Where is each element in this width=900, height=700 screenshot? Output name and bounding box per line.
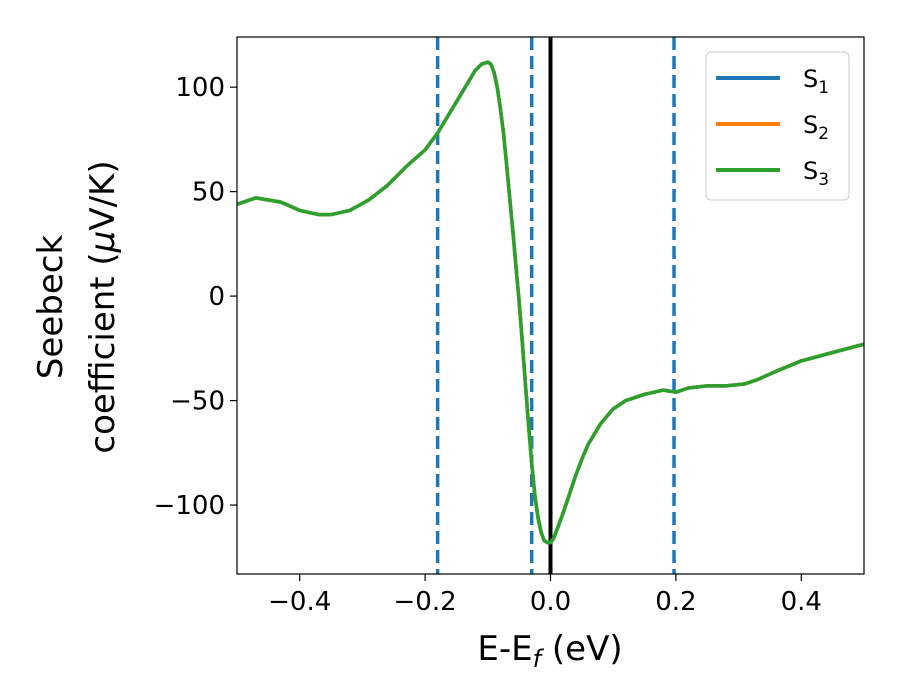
y-axis-label: Seebeck coefficient (μV/K)	[31, 160, 123, 453]
legend-label-s3: S3	[803, 157, 829, 190]
y-axis-label-line2: coefficient (μV/K)	[83, 160, 123, 453]
legend: S1 S2 S3	[705, 51, 850, 201]
x-tick-label: 0.4	[781, 587, 822, 617]
x-axis-label: E-Ef (eV)	[477, 629, 622, 673]
y-tick-label: 50	[192, 178, 225, 208]
x-tick-label: −0.4	[268, 587, 331, 617]
y-tick-label: 0	[208, 282, 225, 312]
x-tick-label: 0.2	[655, 587, 696, 617]
legend-label-s1: S1	[803, 65, 829, 98]
series-lines	[237, 60, 864, 545]
legend-label-s2: S2	[803, 111, 829, 144]
vertical-lines	[435, 37, 676, 574]
y-tick-label: −100	[154, 491, 225, 521]
x-tick-label: 0.0	[530, 587, 571, 617]
y-tick-label: 100	[175, 73, 225, 103]
x-axis-ticks: −0.4 −0.2 0.0 0.2 0.4	[268, 574, 822, 617]
y-axis-label-line1: Seebeck	[31, 235, 71, 380]
x-tick-label: −0.2	[394, 587, 457, 617]
y-tick-label: −50	[170, 387, 225, 417]
series-line-s3	[237, 60, 864, 545]
y-axis-ticks: 100 50 0 −50 −100	[154, 73, 237, 521]
